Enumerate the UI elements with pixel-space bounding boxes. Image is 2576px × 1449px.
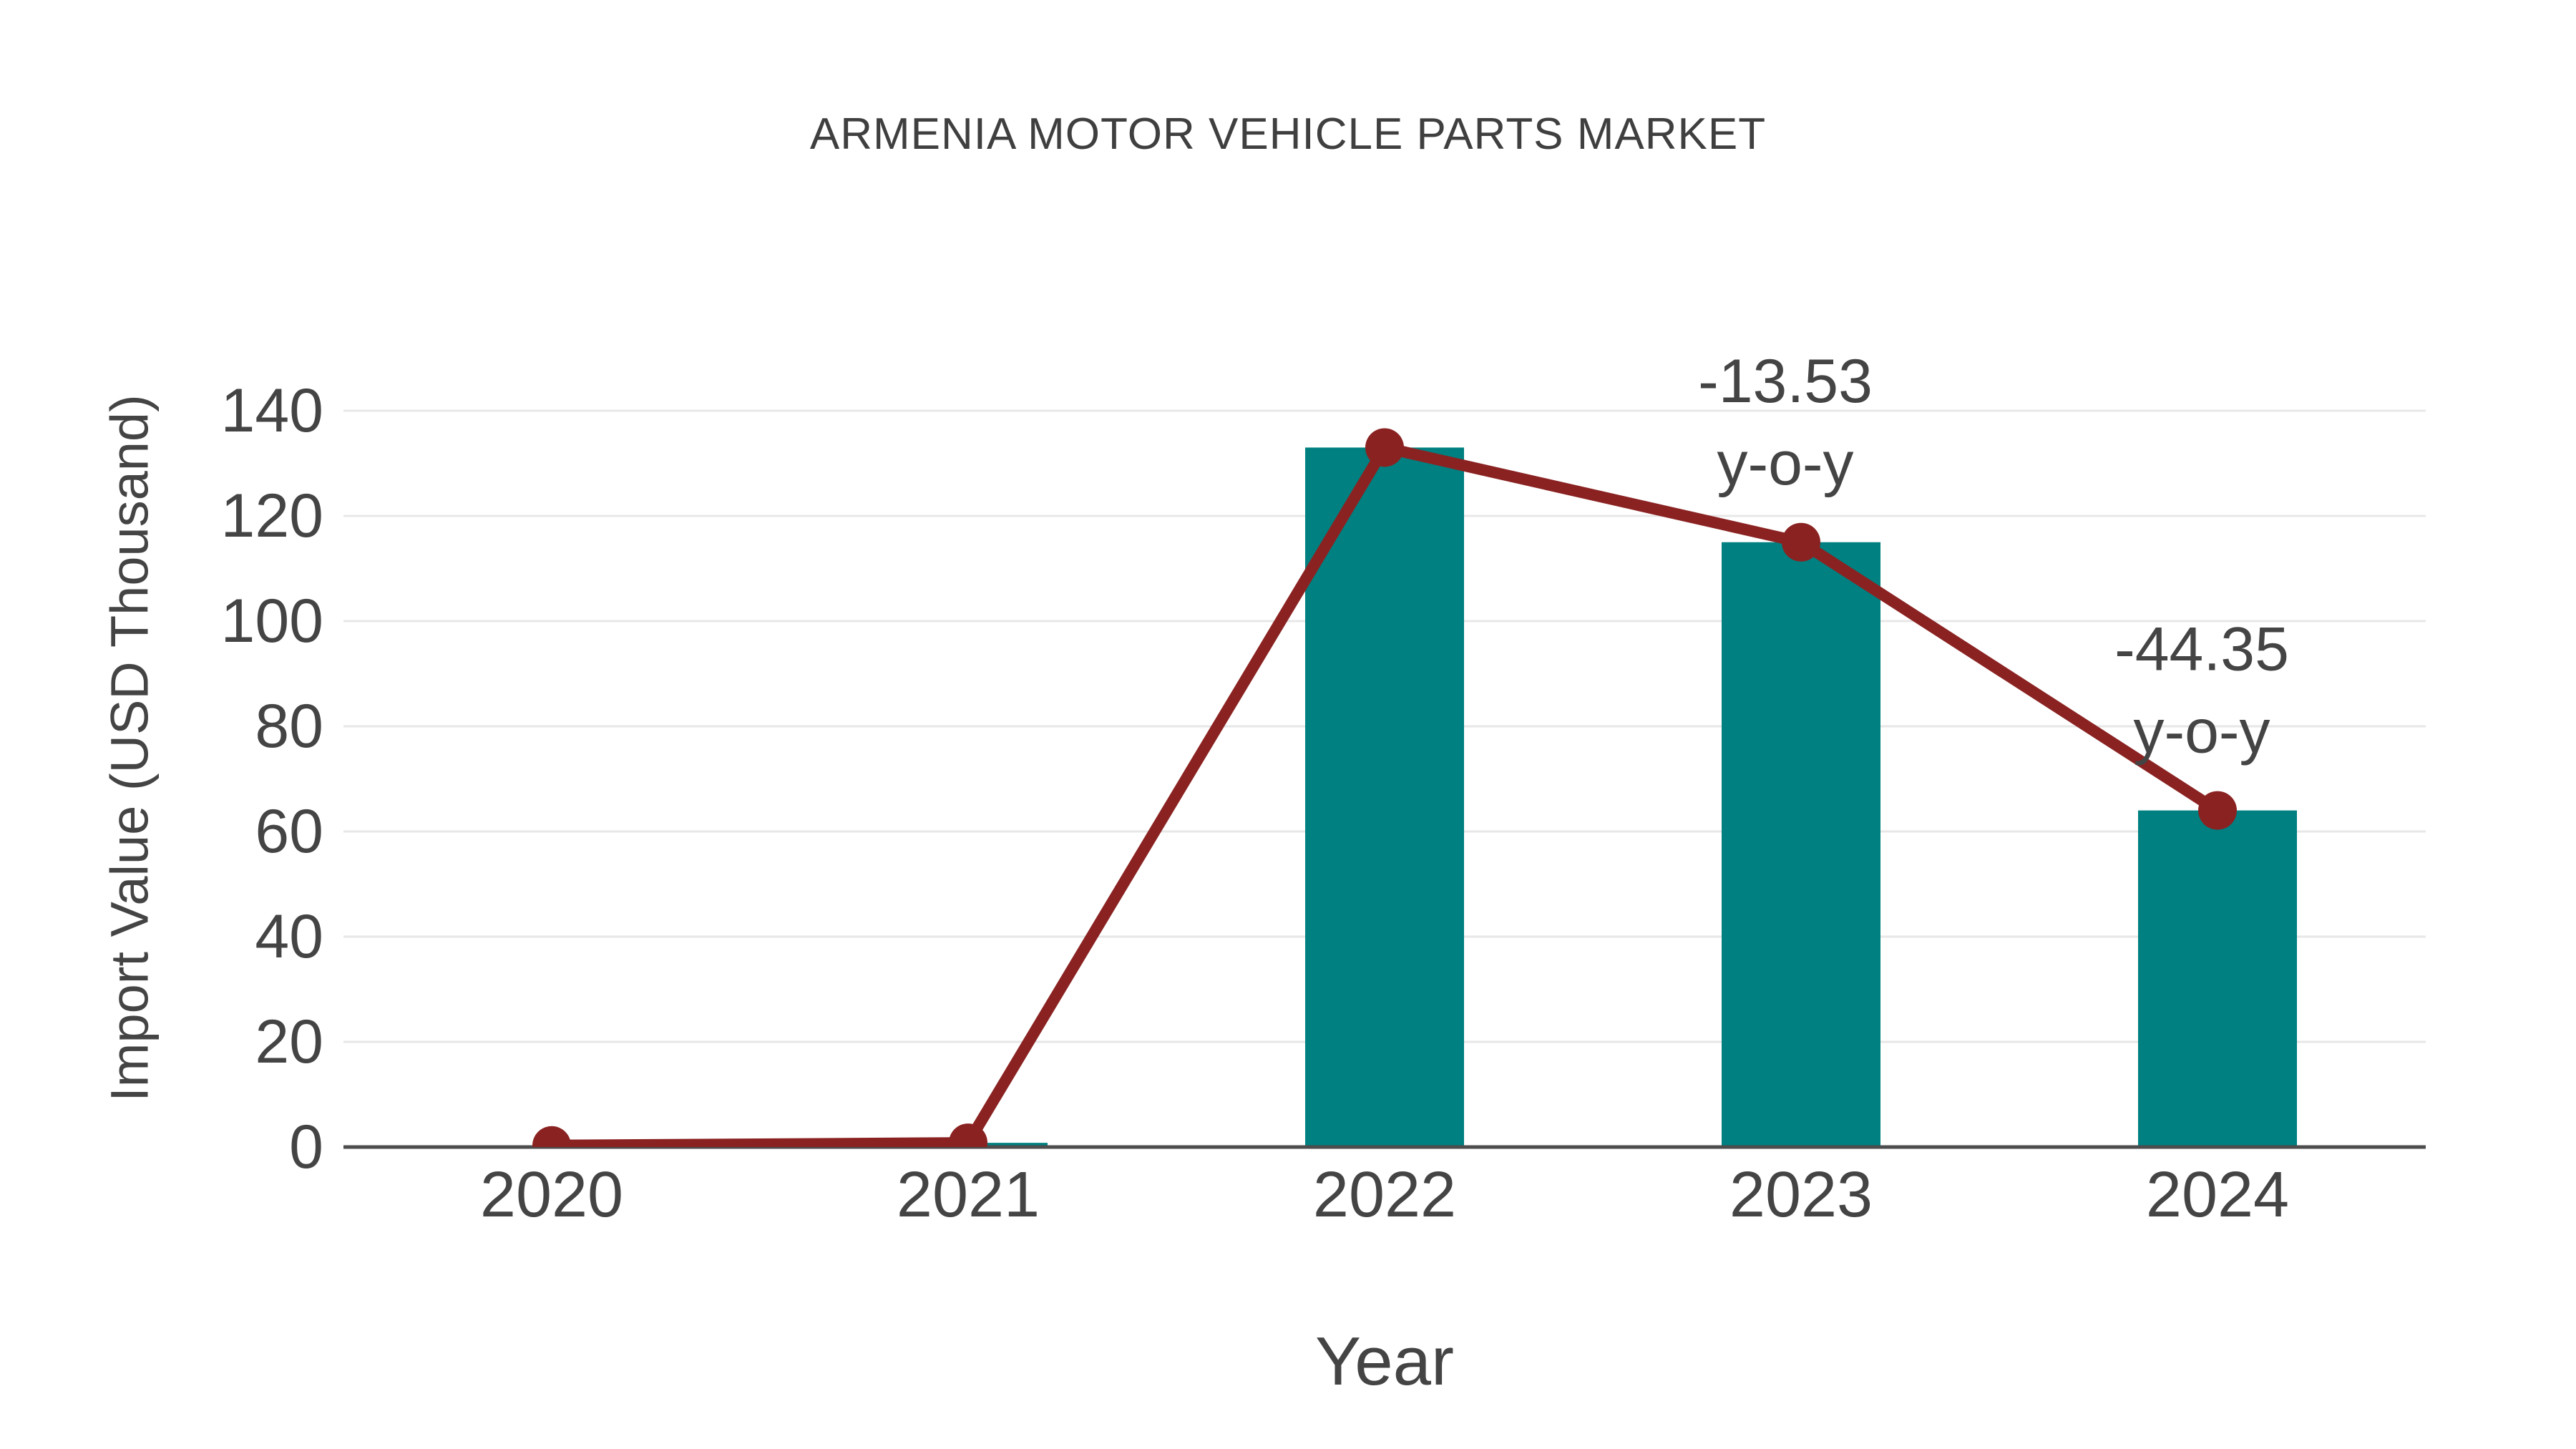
x-tick-label-2021: 2021 <box>897 1159 1040 1231</box>
chart-title: ARMENIA MOTOR VEHICLE PARTS MARKET <box>809 109 1767 159</box>
marker-2024 <box>2198 791 2237 830</box>
x-tick-label-2023: 2023 <box>1729 1159 1873 1231</box>
y-tick-label-0: 0 <box>289 1113 323 1181</box>
x-axis-title: Year <box>1315 1323 1454 1400</box>
y-tick-label-120: 120 <box>221 482 324 550</box>
marker-2021 <box>949 1123 987 1147</box>
marker-2023 <box>1782 522 1820 562</box>
annotation-2023-line1: -13.53 <box>1698 347 1873 416</box>
y-tick-label-60: 60 <box>255 797 323 866</box>
x-tick-label-2020: 2020 <box>480 1159 623 1231</box>
y-tick-label-20: 20 <box>255 1008 323 1076</box>
x-tick-label-2022: 2022 <box>1313 1159 1456 1231</box>
bar-2023 <box>1722 542 1880 1147</box>
marker-2020 <box>532 1126 571 1147</box>
bar-2022 <box>1305 447 1464 1147</box>
annotation-2023-line2: y-o-y <box>1717 429 1853 498</box>
y-tick-label-80: 80 <box>255 692 323 761</box>
y-tick-label-40: 40 <box>255 902 323 971</box>
marker-2022 <box>1365 428 1404 467</box>
annotation-2024-line2: y-o-y <box>2133 698 2270 766</box>
y-tick-label-140: 140 <box>221 376 324 445</box>
y-tick-label-100: 100 <box>221 587 324 655</box>
bar-2024 <box>2138 810 2297 1147</box>
y-axis-title: Import Value (USD Thousand) <box>99 394 160 1102</box>
line-series-group <box>532 428 2237 1147</box>
annotation-2024-line1: -44.35 <box>2114 615 2289 684</box>
x-tick-label-2024: 2024 <box>2146 1159 2289 1231</box>
